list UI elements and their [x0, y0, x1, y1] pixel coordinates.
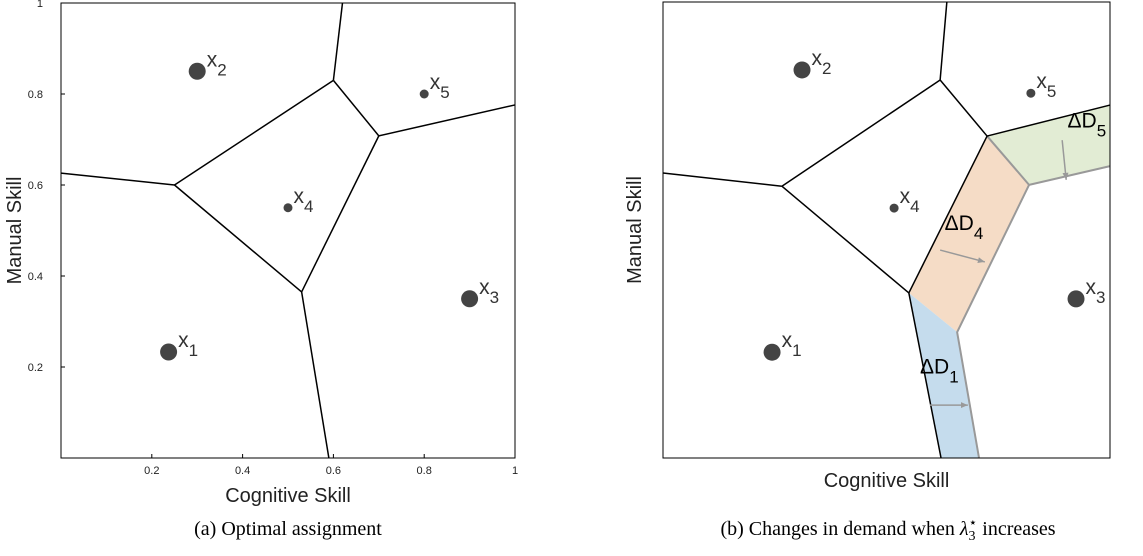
caption-text: (b) Changes in demand when — [720, 518, 959, 540]
point-label-text: x — [782, 329, 793, 352]
point-label-text: x — [900, 185, 911, 208]
point-label: x5 — [430, 71, 450, 102]
demand-region — [987, 105, 1110, 185]
annotation: ΔD4 — [945, 212, 984, 243]
caption-symbol: λ — [959, 518, 969, 540]
cell-boundary — [300, 291, 330, 459]
y-axis-label: Manual Skill — [4, 177, 26, 285]
x-axis-label: Cognitive Skill — [225, 485, 351, 507]
caption-sub: 3 — [969, 529, 976, 544]
point-label: x4 — [900, 185, 920, 216]
annotation-text: ΔD — [945, 212, 974, 235]
x-tick-label: 0.4 — [235, 465, 250, 477]
point-label: x3 — [479, 276, 499, 307]
y-tick-label: 0.8 — [28, 89, 43, 101]
point-label-text: x — [294, 185, 305, 208]
cell-boundary — [60, 172, 175, 186]
point-label: x2 — [207, 48, 227, 79]
cell-boundary — [939, 79, 988, 137]
y-tick-label: 0.2 — [28, 362, 43, 374]
annotation-sub: 5 — [1097, 121, 1106, 140]
shifted-boundary — [956, 184, 1030, 459]
point-label-text: x — [812, 47, 823, 70]
point-label-sub: 2 — [822, 59, 831, 78]
point-label-sub: 3 — [1096, 288, 1105, 307]
y-axis-label: Manual Skill — [624, 176, 646, 284]
annotation-sub: 4 — [974, 224, 983, 243]
point-label-sub: 4 — [304, 197, 313, 216]
cell-boundary — [908, 292, 942, 459]
annotation-text: ΔD — [1068, 109, 1097, 132]
point-label: x2 — [812, 47, 832, 78]
x-tick-label: 1 — [512, 465, 518, 477]
annotation: ΔD5 — [1068, 109, 1107, 140]
cell-boundary — [300, 135, 380, 293]
point — [188, 62, 206, 80]
point — [160, 343, 178, 361]
x-tick-label: 0.6 — [326, 465, 341, 477]
x-tick-label: 0.8 — [417, 465, 432, 477]
annotation-text: ΔD — [920, 356, 949, 379]
y-tick-label: 0.4 — [28, 271, 43, 283]
point-label: x1 — [782, 329, 802, 360]
point-label-text: x — [1036, 70, 1047, 93]
point-label-text: x — [178, 329, 189, 352]
arrow — [939, 249, 986, 264]
demand-region — [908, 136, 1030, 333]
cell-boundary — [908, 135, 988, 294]
demand-region — [908, 292, 980, 458]
cell-boundary — [939, 1, 948, 81]
point — [889, 203, 899, 213]
point-label-sub: 1 — [792, 341, 801, 360]
point-label-sub: 2 — [217, 60, 226, 79]
cell-boundary — [332, 79, 380, 137]
point-label-text: x — [430, 71, 441, 94]
cell-boundary — [781, 79, 941, 187]
point — [763, 343, 781, 361]
cell-boundary — [781, 185, 910, 294]
point-label: x5 — [1036, 70, 1056, 101]
point-label: x1 — [178, 329, 198, 360]
point-label: x3 — [1086, 276, 1106, 307]
arrow — [1061, 140, 1069, 180]
point — [1067, 290, 1085, 308]
annotation-sub: 1 — [949, 368, 958, 387]
cell-boundary — [378, 104, 516, 137]
point-label-text: x — [479, 276, 490, 299]
x-tick-label: 0.2 — [144, 465, 159, 477]
plot-frame — [662, 1, 1111, 459]
y-tick-label: 1 — [37, 0, 43, 10]
point-label-sub: 5 — [440, 83, 449, 102]
point-label-text: x — [1086, 276, 1097, 299]
cell-boundary — [662, 172, 782, 187]
cell-boundary — [174, 79, 334, 186]
point — [461, 290, 479, 308]
caption-sup: ⋆ — [969, 516, 978, 531]
plot-frame — [60, 2, 516, 459]
point — [1026, 88, 1036, 98]
annotation: ΔD1 — [920, 356, 959, 387]
point-label-text: x — [207, 48, 218, 71]
point-label: x4 — [294, 185, 314, 216]
cell-boundary — [174, 184, 303, 293]
caption: (b) Changes in demand when λ3⋆ increases — [720, 516, 1055, 544]
point — [283, 203, 293, 213]
point-label-sub: 5 — [1047, 82, 1056, 101]
x-axis-label: Cognitive Skill — [824, 470, 950, 492]
y-tick-label: 0.6 — [28, 180, 43, 192]
point — [419, 89, 429, 99]
caption: (a) Optimal assignment — [194, 518, 382, 540]
point — [793, 61, 811, 79]
point-label-sub: 3 — [490, 288, 499, 307]
caption-text: increases — [977, 518, 1056, 540]
cell-boundary — [332, 2, 344, 81]
cell-boundary — [986, 104, 1111, 137]
point-label-sub: 1 — [189, 341, 198, 360]
point-label-sub: 4 — [910, 197, 919, 216]
